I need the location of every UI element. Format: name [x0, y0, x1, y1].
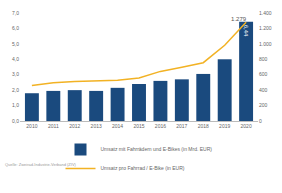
svg-text:800: 800: [259, 56, 268, 62]
svg-text:7,0: 7,0: [12, 10, 19, 16]
svg-text:4,0: 4,0: [12, 56, 19, 62]
svg-text:5,0: 5,0: [12, 41, 19, 47]
svg-text:2011: 2011: [48, 123, 59, 129]
svg-text:1.279: 1.279: [231, 16, 247, 22]
svg-text:1.000: 1.000: [259, 41, 272, 47]
svg-text:2010: 2010: [26, 123, 37, 129]
svg-text:400: 400: [259, 87, 268, 93]
svg-text:2019: 2019: [219, 123, 230, 129]
svg-text:Umsatz mit Fahrrädern und E-Bi: Umsatz mit Fahrrädern und E-Bikes (in Mr…: [101, 146, 213, 152]
svg-text:0,0: 0,0: [12, 118, 19, 124]
svg-text:1,0: 1,0: [12, 102, 19, 108]
svg-text:1.200: 1.200: [259, 25, 272, 31]
svg-text:1.400: 1.400: [259, 10, 272, 16]
svg-text:600: 600: [259, 71, 268, 77]
svg-text:2015: 2015: [133, 123, 144, 129]
svg-text:Quelle: Zweirad-Industrie-Verb: Quelle: Zweirad-Industrie-Verband (ZIV): [5, 162, 77, 167]
svg-text:2014: 2014: [112, 123, 123, 129]
svg-text:0: 0: [259, 118, 262, 124]
svg-text:3,0: 3,0: [12, 71, 19, 77]
svg-text:2017: 2017: [176, 123, 187, 129]
svg-text:2012: 2012: [69, 123, 80, 129]
svg-text:6,0: 6,0: [12, 25, 19, 31]
svg-text:2016: 2016: [155, 123, 166, 129]
svg-text:2,0: 2,0: [12, 87, 19, 93]
svg-text:Umsatz pro Fahrrad / E-Bike (i: Umsatz pro Fahrrad / E-Bike (in EUR): [101, 165, 185, 171]
svg-text:6,44: 6,44: [243, 25, 249, 37]
svg-text:2020: 2020: [241, 123, 252, 129]
svg-text:2018: 2018: [198, 123, 209, 129]
svg-text:2013: 2013: [91, 123, 102, 129]
svg-text:200: 200: [259, 102, 268, 108]
